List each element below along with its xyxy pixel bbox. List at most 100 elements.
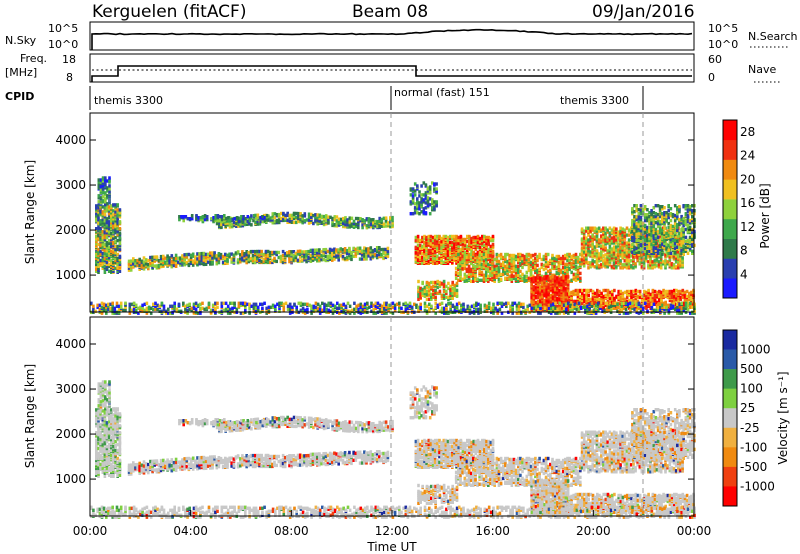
power-cell <box>547 253 550 256</box>
power-cell <box>278 251 281 254</box>
power-cell <box>387 250 390 253</box>
freq-label-line2: [MHz] <box>5 66 37 79</box>
power-cell <box>445 290 448 293</box>
power-cell <box>387 255 390 258</box>
power-cell <box>468 265 471 268</box>
nave-tick-bottom: 0 <box>708 71 715 84</box>
power-cell <box>119 227 122 230</box>
power-cell <box>631 207 634 210</box>
power-cell <box>481 271 484 274</box>
power-cell <box>119 261 122 264</box>
beam-title: Beam 08 <box>352 2 428 22</box>
power-cell <box>260 250 263 253</box>
power-cell <box>417 235 420 238</box>
freq-line <box>92 66 692 82</box>
power-cell <box>156 255 159 258</box>
power-cell <box>604 246 607 249</box>
date-title: 09/Jan/2016 <box>592 2 695 22</box>
freq-strip <box>90 54 694 82</box>
power-cell <box>119 232 122 235</box>
power-cell <box>451 281 454 284</box>
power-cell <box>191 214 194 217</box>
power-cell <box>579 272 582 275</box>
power-cell <box>273 257 276 260</box>
power-cell <box>491 255 494 258</box>
power-cell <box>434 289 437 292</box>
power-cell <box>348 247 351 250</box>
power-cell <box>639 290 642 293</box>
power-cell <box>361 226 364 229</box>
power-cell <box>660 299 663 302</box>
power-cell <box>391 219 394 222</box>
power-cell <box>474 274 477 277</box>
power-cell <box>250 214 253 217</box>
power-cell <box>596 249 599 252</box>
power-cell <box>217 219 220 222</box>
power-cell <box>238 220 241 223</box>
power-cell <box>182 219 185 222</box>
power-cell <box>538 253 541 256</box>
power-cell <box>391 216 394 219</box>
nsky-tick-bottom: 10^0 <box>48 38 78 51</box>
power-cell <box>575 253 578 256</box>
power-cell <box>108 184 111 187</box>
power-cell <box>116 203 119 206</box>
nave-tick-top: 60 <box>708 53 722 66</box>
cpid-segment-2: normal (fast) 151 <box>394 86 490 99</box>
power-cell <box>619 259 622 262</box>
power-heatmap <box>90 176 696 315</box>
power-cell <box>266 214 269 217</box>
power-cell <box>500 253 503 256</box>
power-cell <box>660 266 663 269</box>
power-cell <box>327 220 330 223</box>
power-cell <box>304 212 307 215</box>
power-cell <box>536 264 539 267</box>
power-cell <box>119 255 122 258</box>
nsearch-tick-bottom: 10^0 <box>708 38 738 51</box>
power-cell <box>492 243 495 246</box>
power-cell <box>337 258 340 261</box>
power-cell <box>681 256 684 259</box>
power-cell <box>611 293 614 296</box>
power-cell <box>119 236 122 239</box>
power-cell <box>460 235 463 238</box>
power-cell <box>213 251 216 254</box>
power-cell <box>634 262 637 265</box>
power-cell <box>255 217 258 220</box>
power-cell <box>350 258 353 261</box>
nsearch-label: N.Search <box>748 30 798 43</box>
power-cell <box>353 220 356 223</box>
power-cell <box>236 216 239 219</box>
power-cell <box>247 215 250 218</box>
power-cell <box>492 250 495 253</box>
nsky-line <box>92 30 692 50</box>
cpid-segment-1: themis 3300 <box>94 94 163 107</box>
power-cell <box>456 282 459 285</box>
power-cell <box>600 292 603 295</box>
power-cell <box>681 263 684 266</box>
radar-summary-plot: Kerguelen (fitACF) Beam 08 09/Jan/2016 N… <box>0 0 800 554</box>
freq-label-line1: Freq. <box>20 52 47 65</box>
station-title: Kerguelen (fitACF) <box>92 2 246 22</box>
power-cell <box>104 271 107 274</box>
power-cell <box>223 214 226 217</box>
power-cell <box>456 292 459 295</box>
power-cell <box>253 214 256 217</box>
power-cell <box>631 243 634 246</box>
power-cell <box>108 190 111 193</box>
power-cell <box>498 260 501 263</box>
power-cell <box>519 270 522 273</box>
power-cell <box>613 289 616 292</box>
power-cell <box>579 277 582 280</box>
power-cell <box>119 270 122 273</box>
power-cell <box>567 280 570 283</box>
power-cell <box>119 220 122 223</box>
power-cell <box>237 250 240 253</box>
power-cell <box>459 273 462 276</box>
power-cell <box>226 259 229 262</box>
power-cell <box>587 294 590 297</box>
freq-tick-top: 18 <box>62 53 76 66</box>
power-cell <box>591 242 594 245</box>
power-cell <box>457 253 460 256</box>
power-cell <box>447 282 450 285</box>
